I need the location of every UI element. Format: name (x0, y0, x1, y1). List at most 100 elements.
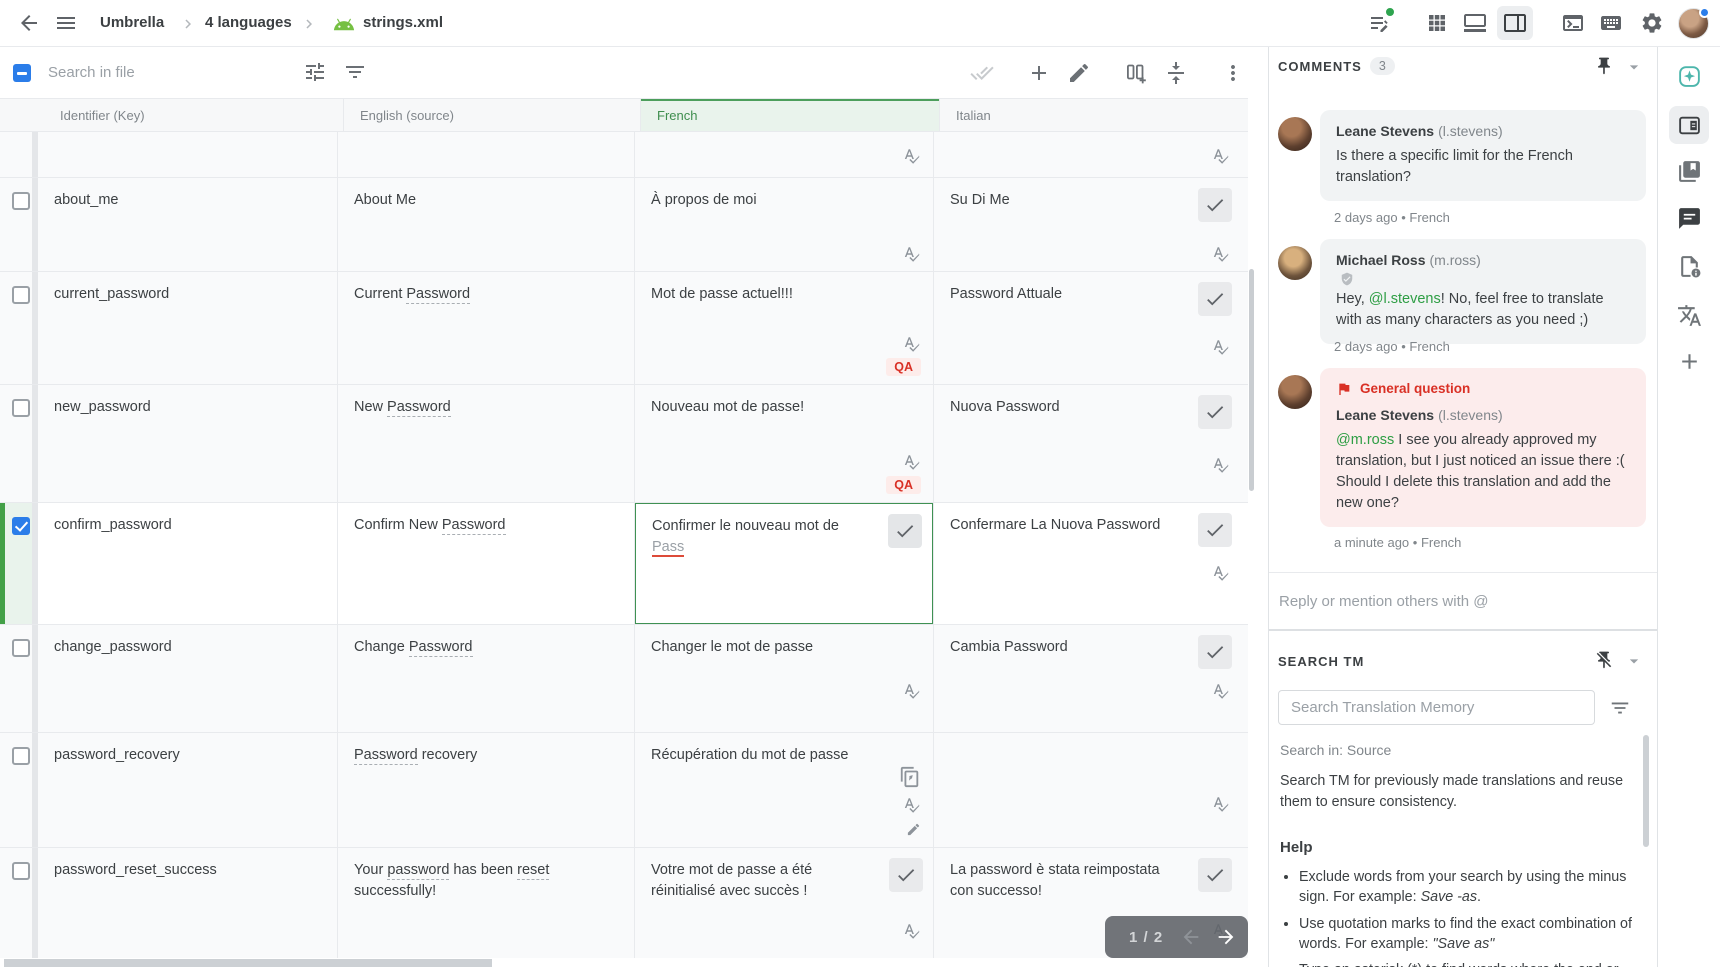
table-row[interactable]: password_recovery Password recovery Récu… (0, 733, 1248, 848)
edit-translation-icon[interactable] (906, 822, 921, 837)
italian-cell[interactable]: Nuova Password (934, 385, 1242, 502)
menu-icon[interactable] (54, 11, 78, 35)
source-cell[interactable]: Your password has been reset successfull… (338, 848, 635, 958)
table-row[interactable]: new_password New Password Nouveau mot de… (0, 385, 1248, 503)
table-row[interactable]: current_password Current Password Mot de… (0, 272, 1248, 385)
glossary-term[interactable]: Password (387, 399, 451, 417)
row-select-cell[interactable] (0, 178, 38, 271)
grid-view-icon[interactable] (1425, 11, 1449, 35)
approve-button[interactable] (889, 858, 923, 892)
key-cell[interactable]: password_recovery (38, 733, 338, 847)
source-cell[interactable]: New Password (338, 385, 635, 502)
french-cell[interactable]: Nouveau mot de passe! QA (635, 385, 934, 502)
row-select-cell[interactable] (0, 848, 38, 958)
row-checkbox[interactable] (12, 517, 30, 535)
row-select-cell[interactable] (0, 272, 38, 384)
spellcheck-icon[interactable] (1212, 795, 1230, 813)
spellcheck-icon[interactable] (903, 796, 921, 814)
french-cell[interactable]: Récupération du mot de passe (635, 733, 934, 847)
source-cell[interactable]: About Me (338, 178, 635, 271)
translation-editor[interactable]: Confirmer le nouveau mot de Pass (635, 503, 933, 624)
spellcheck-icon[interactable] (1212, 682, 1230, 700)
translate-icon[interactable] (1677, 303, 1702, 328)
table-row[interactable]: change_password Change Password Changer … (0, 625, 1248, 733)
add-key-icon[interactable] (1027, 61, 1051, 85)
glossary-term[interactable]: Password (406, 286, 471, 304)
editor-panel-icon[interactable] (1677, 113, 1702, 138)
spellcheck-icon[interactable] (1212, 338, 1230, 356)
search-in-file-input[interactable] (48, 57, 288, 87)
column-header-french[interactable]: French (641, 99, 940, 131)
pin-section-icon[interactable] (1594, 56, 1614, 76)
panel-scrollbar[interactable] (1643, 735, 1649, 847)
file-info-icon[interactable] (1677, 254, 1702, 279)
comment-bubble-issue[interactable]: General question Leane Stevens (l.steven… (1320, 368, 1646, 527)
glossary-term[interactable]: password (387, 862, 450, 880)
key-cell[interactable]: change_password (38, 625, 338, 732)
approve-button[interactable] (888, 514, 922, 548)
key-cell[interactable]: current_password (38, 272, 338, 384)
back-icon[interactable] (17, 11, 41, 35)
italian-cell[interactable]: Confermare La Nuova Password (934, 503, 1242, 624)
spellcheck-icon[interactable] (903, 245, 921, 263)
add-column-icon[interactable] (1124, 61, 1148, 85)
approve-button[interactable] (1198, 188, 1232, 222)
italian-cell[interactable] (934, 733, 1242, 847)
row-select-cell[interactable] (0, 733, 38, 847)
column-header-english[interactable]: English (source) (344, 99, 641, 131)
french-cell-editing[interactable]: Confirmer le nouveau mot de Pass (635, 503, 934, 624)
approve-button[interactable] (1198, 513, 1232, 547)
french-cell[interactable]: Votre mot de passe a été réinitialisé av… (635, 848, 934, 958)
row-checkbox[interactable] (12, 639, 30, 657)
glossary-icon[interactable] (1677, 159, 1702, 184)
comment-bubble[interactable]: Leane Stevens (l.stevens) Is there a spe… (1320, 110, 1646, 201)
approve-button[interactable] (1198, 395, 1232, 429)
table-vertical-scrollbar[interactable] (1249, 269, 1254, 491)
table-horizontal-scrollbar[interactable] (4, 959, 492, 967)
key-cell[interactable]: password_reset_success (38, 848, 338, 958)
comments-panel-icon[interactable] (1677, 206, 1702, 231)
comment-author[interactable]: Leane Stevens (1336, 123, 1435, 139)
ai-assistant-icon[interactable] (1677, 64, 1702, 89)
avatar[interactable] (1278, 246, 1312, 280)
glossary-term[interactable]: Password (408, 639, 473, 657)
spellcheck-icon[interactable] (903, 922, 921, 940)
reply-input[interactable] (1269, 573, 1629, 629)
spellcheck-icon[interactable] (1212, 456, 1230, 474)
select-all-checkbox[interactable] (13, 64, 31, 82)
table-row[interactable]: password_reset_success Your password has… (0, 848, 1248, 958)
collapse-section-icon[interactable] (1624, 57, 1644, 77)
spellcheck-icon[interactable] (903, 453, 921, 471)
key-cell[interactable]: new_password (38, 385, 338, 502)
column-header-italian[interactable]: Italian (956, 108, 991, 123)
unpin-section-icon[interactable] (1594, 650, 1614, 670)
glossary-term[interactable]: Password (354, 747, 418, 765)
row-select-cell[interactable] (0, 503, 38, 624)
italian-cell[interactable]: Password Attuale (934, 272, 1242, 384)
comment-author[interactable]: Leane Stevens (1336, 407, 1435, 424)
approve-button[interactable] (1198, 635, 1232, 669)
row-checkbox[interactable] (12, 399, 30, 417)
prev-page-icon[interactable] (1180, 926, 1202, 948)
qa-issue-badge[interactable]: QA (886, 358, 921, 376)
spellcheck-icon[interactable] (903, 682, 921, 700)
row-checkbox[interactable] (12, 862, 30, 880)
approve-all-icon[interactable] (970, 61, 994, 85)
spellcheck-icon[interactable] (1212, 564, 1230, 582)
french-cell[interactable]: Changer le mot de passe (635, 625, 934, 732)
key-cell[interactable]: about_me (38, 178, 338, 271)
spellcheck-icon[interactable] (1212, 245, 1230, 263)
collapse-rows-icon[interactable] (1164, 61, 1188, 85)
edit-icon[interactable] (1067, 61, 1091, 85)
approve-button[interactable] (1198, 282, 1232, 316)
qa-issue-badge[interactable]: QA (886, 476, 921, 494)
misspelled-word[interactable]: Pass (652, 539, 685, 557)
breadcrumb-languages[interactable]: 4 languages (205, 14, 292, 31)
italian-cell[interactable]: La password è stata reimpostata con succ… (934, 848, 1242, 958)
tm-filter-icon[interactable] (1609, 697, 1631, 719)
spellcheck-icon[interactable] (903, 147, 921, 165)
mention-link[interactable]: @l.stevens (1368, 290, 1441, 307)
tasks-icon[interactable] (1368, 7, 1395, 35)
add-panel-icon[interactable] (1677, 349, 1702, 374)
row-checkbox[interactable] (12, 286, 30, 304)
